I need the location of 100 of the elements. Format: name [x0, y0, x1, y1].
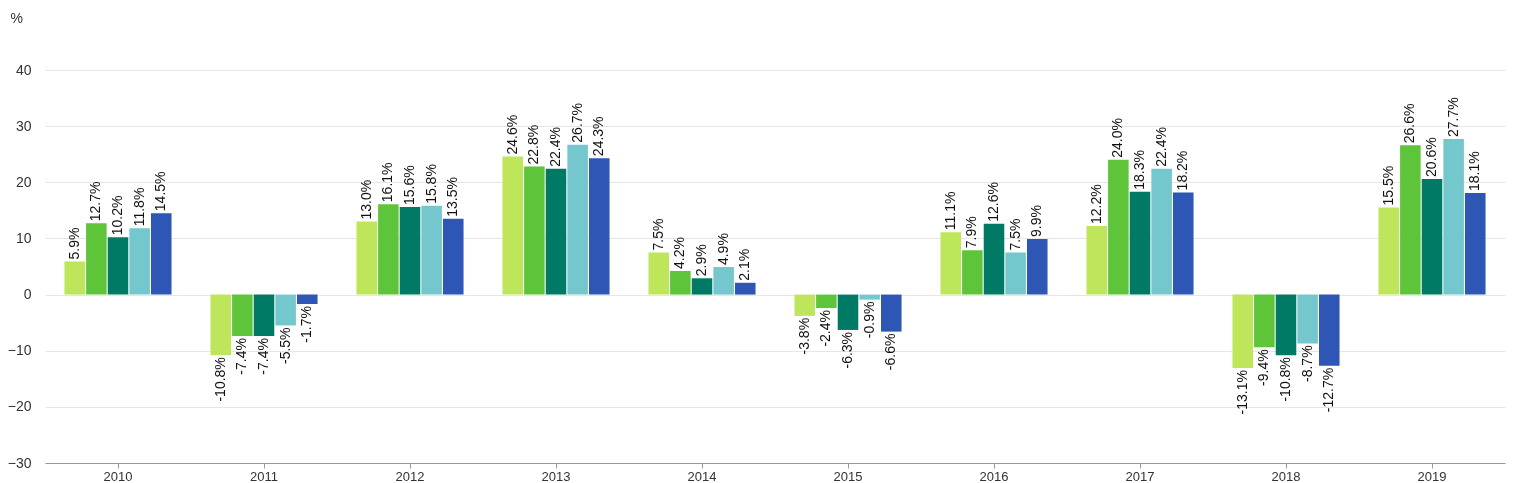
data-label: 7.5% — [1006, 218, 1023, 251]
data-label: -1.7% — [298, 306, 315, 343]
data-label: 15.5% — [1379, 165, 1396, 206]
data-label: 24.6% — [503, 114, 520, 155]
data-label: 2.1% — [736, 248, 753, 281]
bar — [648, 252, 670, 295]
x-tick-label: 2017 — [1125, 468, 1155, 483]
bar — [670, 270, 691, 295]
data-label: 18.3% — [1131, 150, 1147, 190]
data-label: 18.1% — [1466, 151, 1483, 191]
x-tick-label: 2016 — [979, 468, 1009, 483]
bar — [1232, 294, 1254, 369]
data-label: 26.6% — [1401, 103, 1418, 144]
bar — [837, 294, 859, 330]
bar — [588, 158, 610, 295]
data-label: 11.8% — [130, 187, 147, 227]
data-label: -6.3% — [839, 331, 855, 369]
bar — [1464, 192, 1486, 295]
data-label: -0.9% — [860, 301, 877, 339]
data-label: 15.6% — [401, 165, 417, 205]
data-label: 26.7% — [568, 102, 585, 143]
y-tick-label: 0 — [23, 286, 32, 303]
bar — [1151, 168, 1172, 295]
y-tick-label: −30 — [7, 454, 32, 471]
x-tick-label: 2014 — [687, 468, 717, 483]
bar — [880, 294, 902, 332]
bar — [983, 223, 1005, 295]
x-tick-label: 2012 — [395, 468, 425, 483]
data-label: 4.2% — [671, 237, 688, 269]
bar — [1005, 252, 1026, 295]
data-label: -7.4% — [255, 338, 271, 375]
data-label: 22.4% — [1152, 127, 1169, 167]
bar — [1378, 207, 1400, 295]
data-label: 18.2% — [1174, 150, 1191, 191]
bar — [421, 205, 442, 295]
bar — [1172, 192, 1194, 295]
data-label: 12.2% — [1087, 184, 1104, 225]
bar — [691, 278, 713, 295]
data-label: -12.7% — [1320, 367, 1337, 413]
data-label: 22.4% — [547, 127, 563, 167]
data-label: -5.5% — [276, 327, 293, 365]
data-label: 7.5% — [649, 218, 666, 251]
y-tick-label: 10 — [15, 229, 32, 246]
bar — [940, 232, 962, 295]
bar — [1108, 159, 1129, 295]
bar — [296, 294, 318, 305]
bar — [734, 282, 756, 295]
bar — [816, 294, 837, 309]
bar — [275, 294, 296, 326]
bar — [794, 294, 816, 316]
data-label: -10.8% — [1277, 357, 1293, 402]
data-label: -7.4% — [233, 338, 250, 375]
data-label: 5.9% — [65, 227, 82, 260]
bar — [1275, 294, 1297, 356]
bar — [859, 294, 880, 300]
bar — [1086, 226, 1108, 295]
data-label: -9.4% — [1255, 349, 1272, 386]
bar — [399, 206, 421, 295]
bar — [524, 166, 545, 295]
data-label: 12.6% — [985, 182, 1001, 222]
data-label: 2.9% — [693, 244, 709, 277]
y-tick-label: 30 — [15, 117, 32, 134]
bar — [210, 294, 232, 356]
data-label: -10.8% — [211, 357, 228, 402]
bar — [253, 294, 275, 337]
bar — [1254, 294, 1275, 348]
data-label: 20.6% — [1423, 137, 1439, 177]
data-label: 11.1% — [941, 191, 958, 231]
bar — [1297, 294, 1318, 344]
bar — [567, 144, 588, 295]
data-label: 4.9% — [714, 233, 731, 266]
bar — [1026, 238, 1048, 295]
data-label: 22.8% — [525, 124, 542, 165]
y-tick-label: −10 — [7, 342, 32, 359]
data-label: 24.3% — [590, 116, 607, 157]
data-label: -8.7% — [1298, 345, 1315, 382]
bar — [442, 218, 464, 295]
bar — [150, 213, 172, 295]
bar — [1318, 294, 1340, 366]
bar — [1421, 178, 1443, 295]
bar — [64, 261, 86, 295]
bar — [356, 221, 378, 295]
x-tick-label: 2018 — [1271, 468, 1301, 483]
bar — [962, 250, 983, 295]
x-tick-label: 2013 — [541, 468, 571, 483]
data-label: 12.7% — [87, 181, 104, 222]
data-label: 16.1% — [379, 162, 396, 203]
bar — [107, 237, 129, 295]
x-tick-label: 2019 — [1417, 468, 1447, 483]
data-label: -2.4% — [817, 310, 834, 347]
bar — [1443, 139, 1464, 295]
y-tick-label: −20 — [7, 398, 32, 415]
data-label: 15.8% — [422, 164, 439, 204]
data-label: 7.9% — [963, 216, 980, 249]
bar — [713, 267, 734, 295]
y-axis-title: % — [10, 9, 23, 26]
data-label: 9.9% — [1028, 205, 1045, 237]
bar — [1129, 191, 1151, 295]
data-label: 24.0% — [1109, 118, 1126, 158]
data-label: -3.8% — [795, 317, 812, 355]
